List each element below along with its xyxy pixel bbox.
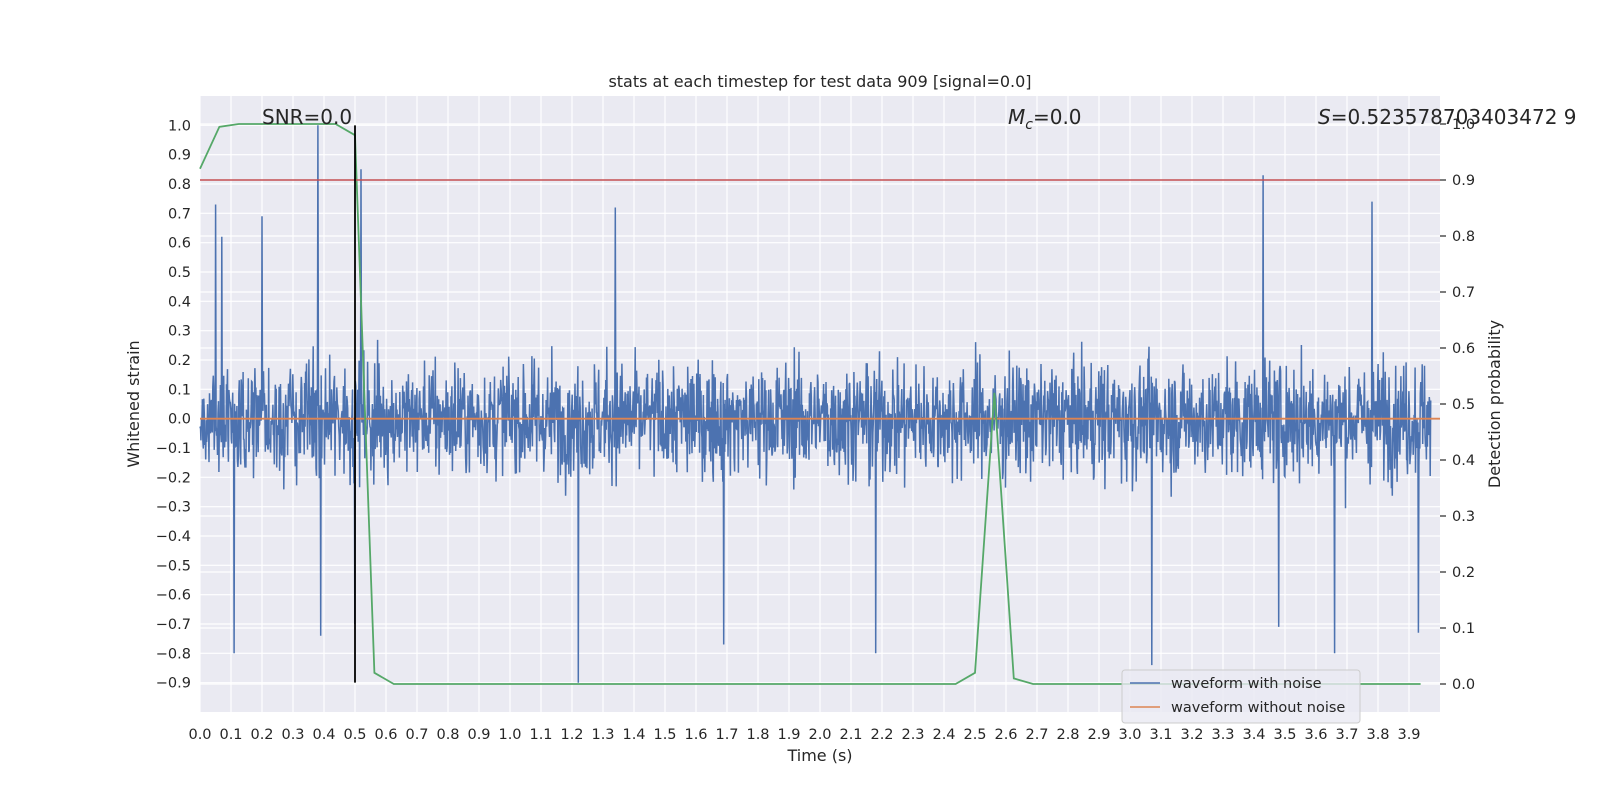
- legend-label-noise: waveform with noise: [1171, 676, 1322, 692]
- y-axis-label: Whitened strain: [124, 340, 143, 467]
- s-value: =0.523578703403472 9: [1331, 105, 1577, 129]
- x-tick-label: 2.5: [963, 727, 986, 743]
- y-tick-label: 0.9: [168, 148, 191, 164]
- x-tick-label: 1.2: [560, 727, 583, 743]
- y2-axis-label: Detection probability: [1485, 320, 1504, 488]
- x-tick-label: 3.0: [1118, 727, 1141, 743]
- mc-subscript: c: [1025, 117, 1033, 133]
- x-tick-label: 1.7: [715, 727, 738, 743]
- y-tick-label: −0.8: [156, 646, 191, 662]
- x-tick-label: 3.3: [1211, 727, 1234, 743]
- x-tick-label: 1.0: [498, 727, 521, 743]
- x-tick-label: 0.0: [188, 727, 211, 743]
- x-tick-label: 2.9: [1087, 727, 1110, 743]
- y-tick-label: −0.4: [156, 529, 191, 545]
- y2-tick-label: 0.7: [1452, 285, 1475, 301]
- x-tick-label: 3.4: [1242, 727, 1265, 743]
- x-tick-label: 0.1: [219, 727, 242, 743]
- x-tick-label: 2.2: [870, 727, 893, 743]
- noise-line: [199, 125, 1432, 683]
- y2-tick-label: 0.4: [1452, 453, 1475, 469]
- y-tick-label: −0.9: [156, 676, 191, 692]
- mc-symbol: M: [1008, 105, 1025, 129]
- chart-title: stats at each timestep for test data 909…: [608, 72, 1031, 91]
- y-tick-label: 0.5: [168, 265, 191, 281]
- x-tick-label: 3.2: [1180, 727, 1203, 743]
- x-tick-label: 0.9: [467, 727, 490, 743]
- legend-label-clean: waveform without noise: [1171, 700, 1345, 716]
- snr-annotation: SNR=0.0: [262, 105, 352, 129]
- y-axis-ticks: −0.9 −0.8 −0.7 −0.6 −0.5 −0.4 −0.3 −0.2 −0.1 0.0 0…: [156, 118, 191, 691]
- y2-axis-ticks: 0.0 0.1 0.2 0.3 0.4 0.5 0.6 0.7 0.8 0.9 1.0: [1440, 117, 1475, 693]
- x-tick-label: 3.5: [1273, 727, 1296, 743]
- y2-tick-label: 0.8: [1452, 229, 1475, 245]
- x-tick-label: 1.6: [684, 727, 707, 743]
- x-tick-label: 2.0: [808, 727, 831, 743]
- x-tick-label: 0.5: [343, 727, 366, 743]
- series-waveform-with-noise: [199, 125, 1432, 683]
- x-tick-label: 2.8: [1056, 727, 1079, 743]
- y2-tick-label: 1.0: [1452, 117, 1475, 133]
- x-tick-label: 0.6: [374, 727, 397, 743]
- y2-tick-label: 0.5: [1452, 397, 1475, 413]
- y2-tick-label: 0.6: [1452, 341, 1475, 357]
- s-symbol: S: [1318, 105, 1331, 129]
- x-tick-label: 1.9: [777, 727, 800, 743]
- x-tick-label: 2.4: [932, 727, 955, 743]
- x-tick-label: 1.5: [653, 727, 676, 743]
- y-tick-label: 0.8: [168, 177, 191, 193]
- x-tick-label: 0.7: [405, 727, 428, 743]
- y2-tick-label: 0.1: [1452, 621, 1475, 637]
- y-tick-label: −0.3: [156, 500, 191, 516]
- x-axis-label: Time (s): [786, 746, 852, 765]
- y-tick-label: 0.6: [168, 236, 191, 252]
- x-tick-label: 0.8: [436, 727, 459, 743]
- x-tick-label: 3.6: [1304, 727, 1327, 743]
- x-tick-label: 2.1: [839, 727, 862, 743]
- x-axis-ticks: 0.0 0.1 0.2 0.3 0.4 0.5 0.6 0.7 0.8 0.9 1.0 1.1 1.2 1…: [188, 727, 1420, 743]
- y-tick-label: −0.7: [156, 617, 191, 633]
- y-tick-label: 0.2: [168, 353, 191, 369]
- x-tick-label: 1.4: [622, 727, 645, 743]
- x-tick-label: 0.2: [250, 727, 273, 743]
- mc-annotation: Mc=0.0: [1008, 105, 1082, 133]
- y-tick-label: 0.7: [168, 206, 191, 222]
- legend: waveform with noise waveform without noi…: [1121, 669, 1361, 724]
- y-tick-label: 0.3: [168, 324, 191, 340]
- x-tick-label: 2.7: [1025, 727, 1048, 743]
- y-tick-label: 1.0: [168, 118, 191, 134]
- y-tick-label: 0.1: [168, 382, 191, 398]
- x-tick-label: 1.1: [529, 727, 552, 743]
- x-tick-label: 0.4: [312, 727, 335, 743]
- y2-tick-label: 0.2: [1452, 565, 1475, 581]
- x-tick-label: 3.7: [1335, 727, 1358, 743]
- y-tick-label: −0.1: [156, 441, 191, 457]
- x-tick-label: 3.1: [1149, 727, 1172, 743]
- y-tick-label: −0.6: [156, 588, 191, 604]
- x-tick-label: 3.9: [1397, 727, 1420, 743]
- x-tick-label: 2.3: [901, 727, 924, 743]
- y2-tick-label: 0.0: [1452, 677, 1475, 693]
- y-tick-label: 0.0: [168, 412, 191, 428]
- legend-box: [1121, 669, 1361, 724]
- s-annotation: S=0.523578703403472 9: [1318, 105, 1577, 129]
- y2-tick-label: 0.3: [1452, 509, 1475, 525]
- y-tick-label: 0.4: [168, 294, 191, 310]
- x-tick-label: 1.3: [591, 727, 614, 743]
- y-tick-label: −0.2: [156, 470, 191, 486]
- x-tick-label: 2.6: [994, 727, 1017, 743]
- x-tick-label: 3.8: [1366, 727, 1389, 743]
- x-tick-label: 1.8: [746, 727, 769, 743]
- y2-tick-label: 0.9: [1452, 173, 1475, 189]
- y-tick-label: −0.5: [156, 558, 191, 574]
- x-tick-label: 0.3: [281, 727, 304, 743]
- mc-value: =0.0: [1033, 105, 1082, 129]
